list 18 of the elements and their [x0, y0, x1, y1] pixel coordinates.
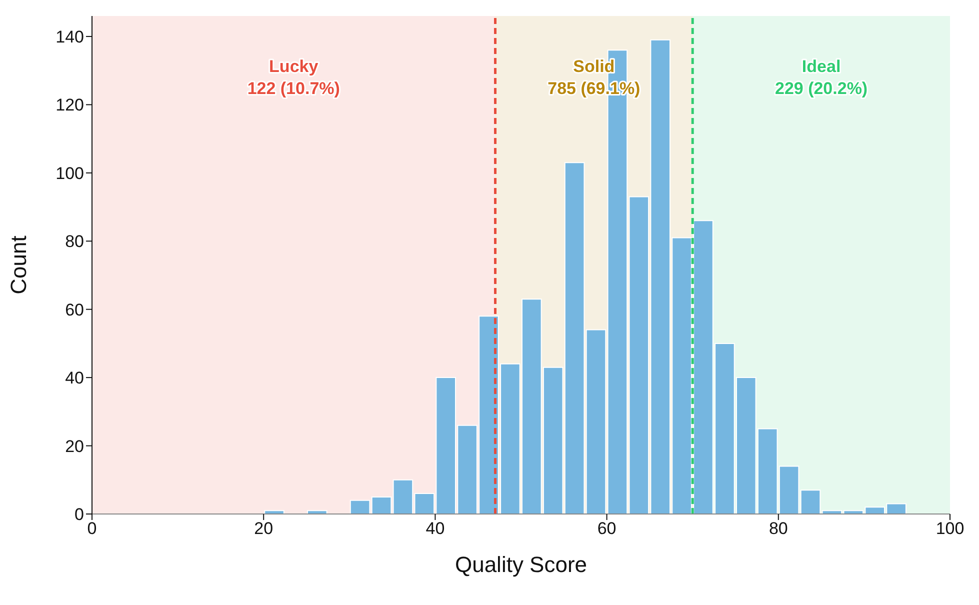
y-tick-label: 100	[56, 164, 84, 183]
y-tick-label: 80	[65, 232, 84, 252]
y-axis-title: Count	[6, 236, 31, 294]
x-axis-title: Quality Score	[454, 552, 588, 577]
x-tick-label: 20	[254, 519, 274, 538]
x-tick-label: 0	[87, 519, 97, 538]
y-tick-label: 0	[74, 505, 84, 524]
y-tick-label: 40	[65, 368, 84, 388]
x-tick-label: 60	[597, 519, 616, 538]
band-label: Lucky 122 (10.7%)	[247, 57, 340, 98]
y-tick-label: 140	[56, 28, 84, 46]
y-tick-label: 20	[65, 436, 84, 456]
y-tick-label: 120	[56, 96, 84, 115]
x-tick-label: 100	[936, 519, 964, 538]
x-tick-label: 80	[768, 519, 788, 538]
x-tick-label: 40	[426, 519, 445, 538]
band-label: Ideal 229 (20.2%)	[774, 57, 868, 98]
y-tick-label: 60	[65, 300, 84, 320]
